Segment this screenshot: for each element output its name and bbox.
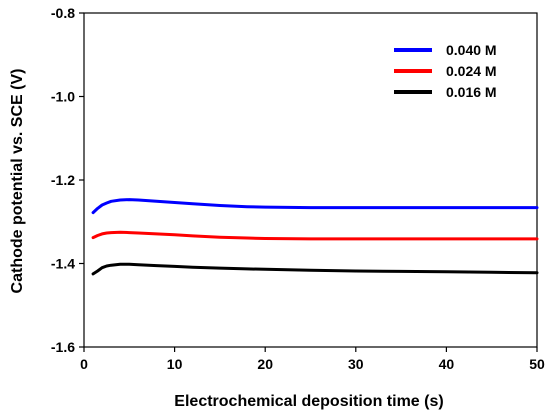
legend: 0.040 M 0.024 M 0.016 M <box>394 42 497 100</box>
y-tick-label: -1.4 <box>51 256 75 272</box>
y-tick-label: -1.2 <box>51 172 75 188</box>
x-tick-label: 0 <box>80 356 88 372</box>
x-tick-label: 10 <box>167 356 183 372</box>
axes: 0 10 20 30 40 50 -0.8 -1.0 -1.2 -1.4 -1.6 <box>51 5 545 372</box>
x-tick-label: 30 <box>348 356 364 372</box>
x-tick-label: 50 <box>529 356 545 372</box>
legend-label: 0.024 M <box>446 63 497 79</box>
x-tick-label: 20 <box>257 356 273 372</box>
series-line-1 <box>91 198 539 215</box>
series-line-3 <box>91 262 539 276</box>
x-axis-title: Electrochemical deposition time (s) <box>174 393 443 410</box>
y-tick-label: -1.6 <box>51 339 75 355</box>
series-line-2 <box>91 230 539 241</box>
legend-label: 0.016 M <box>446 84 497 100</box>
y-axis-title: Cathode potential vs. SCE (V) <box>9 69 26 294</box>
series-lines <box>91 198 539 276</box>
legend-label: 0.040 M <box>446 42 497 58</box>
x-tick-label: 40 <box>439 356 455 372</box>
y-tick-label: -0.8 <box>51 5 75 21</box>
y-tick-label: -1.0 <box>51 89 75 105</box>
